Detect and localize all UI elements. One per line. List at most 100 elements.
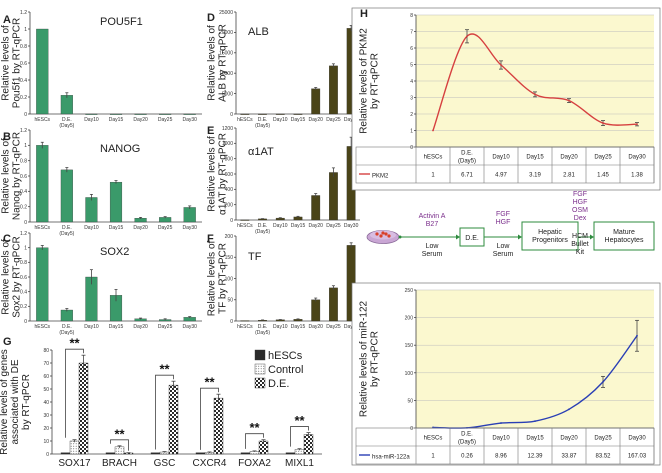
y-tick-label: 15000 [219,51,233,57]
x-tick-label: Day25 [158,324,173,330]
y-tick-label: 0.4 [20,189,27,195]
table-value: 167.03 [628,454,647,460]
y-tick-label: 100 [405,371,414,377]
bar [60,309,73,322]
x-tick-label: Day15 [291,324,306,330]
chart-A: A POU5F1 0 0.2 0.4 0.6 0.8 1 1.2 hESCs D.E.(Day5) D… [3,10,202,129]
bar [36,145,49,223]
significance-bracket [245,433,264,449]
y-tick-label: 25000 [219,10,233,16]
legend-label: D.E. [268,378,289,390]
chart-B: B NANOG 0 0.2 0.4 0.6 0.8 1 1.2 hESCs D.E.(Day5) Da… [3,128,202,237]
protocol-flow: Activin AB27LowSerumD.E.FGFHGFLowSerumHe… [366,191,655,258]
culture-condition-label: Low [426,243,440,250]
culture-condition-label: Kit [576,249,584,256]
table-value: 0.26 [461,454,473,460]
x-tick-sublabel: (Day5) [59,231,74,237]
y-tick-label: 80 [43,348,49,354]
y-tick-label: 400 [225,187,234,193]
y-tick-label: 0.6 [20,61,27,67]
y-tick-label: 20 [43,426,49,432]
x-tick-label: Day30 [182,117,197,123]
panel-letter: C [3,233,11,245]
x-tick-sublabel: (Day5) [59,123,74,129]
significance-mark: ** [114,426,125,441]
data-point [534,93,536,96]
bar [85,197,98,223]
legend-label: Control [268,364,303,376]
x-tick-label: Day25 [594,155,612,161]
x-tick-label: D.E. [258,324,268,330]
x-tick-label: D.E. [62,324,72,330]
x-tick-label: Day25 [594,436,612,442]
y-tick-label: 1200 [222,126,233,132]
data-point [636,334,638,337]
flow-arrowhead [518,234,522,240]
data-point [602,380,604,383]
cell-colony [379,234,383,238]
y-tick-label: 1.2 [20,231,27,237]
bar [183,207,196,223]
y-tick-label: 1.2 [20,10,27,16]
data-point [602,122,604,124]
chart-title: NANOG [100,143,140,155]
x-tick-sublabel: (Day5) [59,330,74,336]
y-axis-label-line: TF by RT-qPCR [218,243,229,314]
x-tick-label: Day10 [492,155,510,161]
y-tick-label: 10 [43,439,49,445]
panel-letter: F [207,233,214,245]
x-tick-label: Day30 [182,225,197,231]
y-axis-label-line: Pou5f1 by RT-qPCR [12,18,23,108]
y-axis-label-line: Relative levels of genes [0,349,10,455]
x-tick-label: D.E. [258,117,268,123]
growth-factor-label: HGF [496,219,511,226]
y-tick-label: 0 [24,220,27,226]
bar [303,434,314,455]
table-value: 83.52 [595,454,611,460]
y-tick-label: 1 [410,129,413,135]
bar [109,113,123,115]
y-tick-label: 0.2 [20,95,27,101]
x-tick-label: Day20 [133,225,148,231]
y-axis-label-line: Relative levels of [207,25,218,101]
data-point [568,99,570,102]
table-value: 2.81 [563,173,575,179]
y-axis-label: Relative levels of Nanog by RT-qPCR [1,132,23,220]
y-axis-label-line: by RT-qPCR [21,374,32,430]
data-point [534,420,536,423]
y-tick-label: 2 [410,112,413,118]
bar [258,113,267,115]
y-tick-label: 0 [24,319,27,325]
y-tick-label: 50 [407,398,413,404]
bar [329,287,338,322]
y-axis-label-line: Relative levels of PKM2 [359,28,370,134]
y-tick-label: 70 [43,361,49,367]
x-tick-label: Day25 [326,324,341,330]
bar [195,452,206,455]
y-tick-label: 1000 [222,141,233,147]
data-point [500,64,502,66]
significance-bracket [65,348,84,438]
y-tick-label: 800 [225,156,234,162]
data-point [568,408,570,411]
bar [240,320,250,322]
y-tick-label: 150 [225,255,234,261]
x-tick-label: Day10 [273,117,288,123]
x-tick-label: D.E. [461,151,473,157]
y-axis-label: Relative levels of α1AT by RT-qPCR [207,133,229,215]
stage-label: Mature [613,229,635,236]
culture-condition-label: Low [497,243,511,250]
x-tick-label: Day15 [526,436,544,442]
significance-bracket [200,387,219,450]
x-tick-label: D.E. [258,223,268,229]
x-tick-label: Day30 [628,436,646,442]
x-tick-label: Day20 [308,223,323,229]
y-tick-label: 0.2 [20,304,27,310]
stage-box [521,221,579,251]
growth-factor-label: Activin A [419,213,446,220]
bar [150,452,161,455]
x-tick-label: SOX17 [58,458,91,469]
x-tick-label: Day30 [344,324,359,330]
flow-arrowhead [456,234,460,240]
